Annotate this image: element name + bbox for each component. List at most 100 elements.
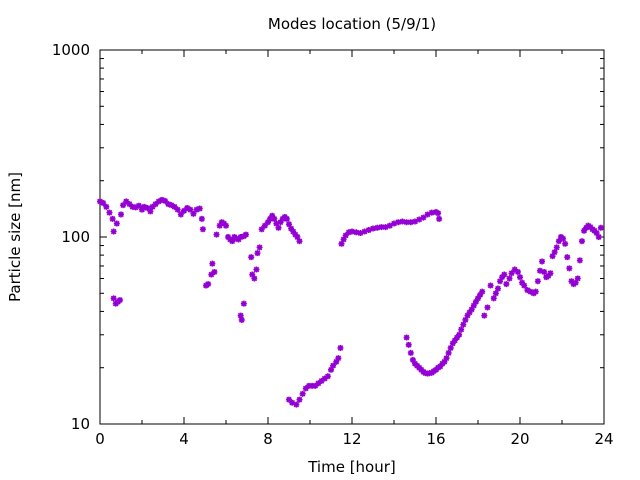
data-point: [240, 300, 247, 307]
data-point: [374, 224, 381, 231]
data-point: [521, 282, 528, 289]
data-point: [403, 219, 410, 226]
data-point: [487, 282, 494, 289]
data-point: [451, 337, 458, 344]
data-point: [470, 302, 477, 309]
data-point: [335, 355, 342, 362]
data-point: [103, 203, 110, 210]
data-point: [286, 396, 292, 403]
data-point: [468, 306, 475, 313]
data-point: [328, 366, 334, 373]
data-point: [333, 358, 340, 365]
data-point: [564, 254, 571, 261]
data-point: [511, 266, 518, 273]
data-point: [403, 334, 410, 341]
data-point: [443, 355, 450, 362]
data-point: [428, 209, 435, 216]
x-tick-label: 24: [594, 430, 613, 448]
data-point: [223, 222, 229, 229]
data-point: [149, 203, 156, 210]
data-point: [208, 271, 215, 278]
data-point: [177, 211, 184, 218]
data-point: [593, 230, 600, 237]
data-point: [551, 249, 558, 256]
data-point: [464, 312, 471, 319]
data-point: [106, 209, 113, 216]
data-point: [187, 206, 194, 213]
data-point: [456, 331, 463, 338]
data-point: [553, 244, 560, 251]
data-point: [353, 229, 360, 236]
data-point: [572, 279, 579, 286]
data-point: [265, 219, 271, 226]
data-point: [494, 285, 501, 292]
data-point: [254, 250, 261, 257]
data-point: [144, 204, 151, 211]
data-point: [534, 278, 541, 285]
data-point: [110, 228, 117, 235]
data-point: [305, 382, 312, 389]
data-point: [100, 199, 107, 206]
data-point: [213, 231, 220, 238]
data-point: [289, 399, 296, 406]
data-point: [545, 272, 552, 279]
data-point: [497, 278, 504, 285]
data-point: [378, 224, 385, 231]
data-point: [229, 238, 236, 245]
data-point: [581, 227, 588, 234]
axis-ticks: 0 4 8 12 16 20 24 10 100 1000: [52, 41, 614, 448]
data-point: [338, 240, 345, 247]
data-point: [399, 218, 406, 225]
data-point: [435, 210, 442, 217]
x-tick-label: 4: [179, 430, 189, 448]
data-point: [196, 205, 203, 212]
data-point: [126, 201, 133, 208]
data-point: [288, 225, 295, 232]
data-point: [458, 326, 465, 333]
data-point: [436, 215, 443, 222]
data-point: [296, 238, 303, 245]
data-point: [503, 281, 510, 288]
data-point: [116, 297, 123, 304]
data-point: [318, 377, 325, 384]
data-point: [141, 203, 148, 210]
x-tick-label: 0: [95, 430, 105, 448]
data-point: [508, 270, 515, 277]
data-point: [147, 208, 154, 215]
data-point: [209, 260, 216, 267]
data-point: [492, 290, 499, 297]
data-point: [162, 197, 169, 204]
data-point: [466, 309, 473, 316]
x-tick-label: 20: [510, 430, 529, 448]
data-point: [299, 390, 306, 397]
data-point: [293, 401, 300, 408]
data-point: [514, 268, 521, 275]
data-point: [527, 288, 534, 295]
data-point: [256, 244, 263, 251]
y-tick-label: 100: [61, 228, 90, 246]
data-point: [315, 380, 322, 387]
data-point: [349, 228, 355, 235]
data-point: [184, 204, 191, 211]
data-point: [357, 230, 364, 237]
y-axis-label: Particle size [nm]: [6, 172, 24, 302]
data-point: [97, 198, 103, 205]
data-point: [484, 304, 491, 311]
y-tick-label: 10: [71, 415, 90, 433]
data-point: [499, 274, 506, 281]
data-point: [555, 238, 562, 245]
data-point: [409, 356, 416, 363]
data-point: [441, 358, 448, 365]
data-point: [312, 382, 319, 389]
data-point: [225, 234, 232, 240]
data-point: [181, 207, 187, 214]
data-point: [277, 219, 284, 226]
data-point: [296, 396, 303, 403]
data-point: [249, 271, 256, 278]
data-point: [481, 312, 488, 319]
data-point: [407, 349, 414, 356]
data-point: [155, 198, 162, 205]
data-point: [211, 268, 218, 275]
data-point: [460, 321, 467, 328]
